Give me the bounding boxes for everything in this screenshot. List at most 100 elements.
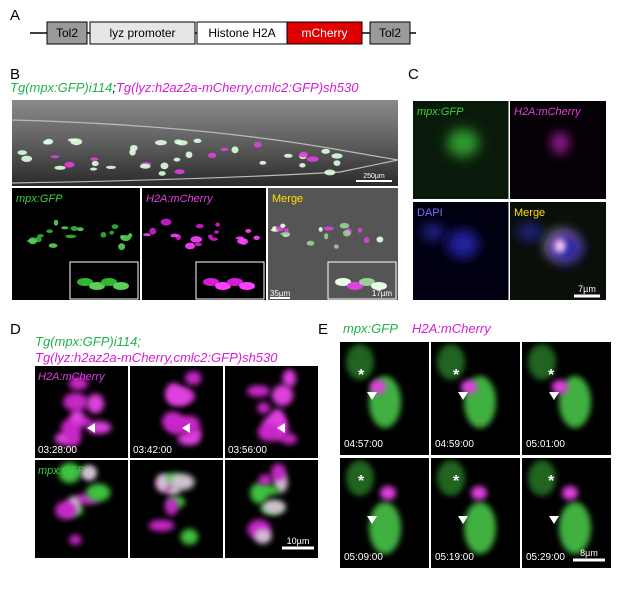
cell-signal [333, 160, 341, 166]
cell-signal [155, 474, 170, 492]
cell-signal [562, 486, 578, 500]
cell-signal [257, 402, 271, 414]
timestamp: 05:29:00 [526, 552, 565, 563]
channel-label: mpx:GFP [38, 465, 85, 477]
construct-label: Tol2 [56, 26, 78, 40]
cell-signal [106, 165, 116, 169]
cell-signal [283, 153, 293, 158]
cell-signal [258, 485, 280, 496]
cell-signal [339, 222, 350, 229]
e-heading: mpx:GFP [343, 321, 398, 336]
cell-signal [67, 138, 78, 142]
timestamp: 03:56:00 [228, 445, 267, 456]
cell-signal [42, 140, 51, 145]
cell-signal [324, 169, 336, 176]
cell-signal [227, 278, 243, 286]
cell-signal [54, 165, 66, 170]
cell-signal [554, 239, 566, 253]
cell-signal [169, 473, 195, 491]
cell-signal [215, 222, 220, 227]
panel-letter: A [10, 7, 20, 24]
cell-signal [50, 155, 60, 159]
cell-signal [321, 148, 330, 154]
arrowhead [367, 392, 377, 400]
micrograph [225, 366, 318, 458]
cell-signal [207, 152, 217, 158]
construct-box [46, 21, 88, 45]
cell-signal [363, 237, 370, 243]
channel-label: Merge [272, 193, 303, 205]
construct-box [286, 21, 363, 45]
cell-signal [65, 234, 77, 239]
cell-signal [471, 486, 487, 500]
cell-signal [324, 233, 329, 240]
cell-signal [254, 528, 272, 544]
channel-label: H2A:mCherry [514, 106, 582, 118]
micrograph-content [431, 458, 520, 568]
cell-signal [154, 140, 167, 146]
cell-signal [245, 228, 252, 233]
cell-signal [101, 278, 117, 286]
panel-letter: D [10, 321, 21, 338]
cell-signal [209, 237, 218, 241]
cell-signal [195, 223, 204, 229]
cell-signal [69, 534, 82, 546]
construct-box [89, 21, 196, 45]
cell-signal [76, 227, 84, 232]
scale-label: 10µm [287, 536, 310, 546]
channel-label: DAPI [417, 207, 443, 219]
timestamp: 04:57:00 [344, 439, 383, 450]
micrograph-content [225, 366, 318, 458]
cell-signal [215, 282, 231, 290]
arrowhead [367, 516, 377, 524]
cell-signal [437, 344, 465, 380]
cell-signal [552, 380, 568, 394]
cell-signal [335, 278, 351, 286]
channel-label: mpx:GFP [16, 193, 63, 205]
cell-signal [299, 151, 308, 158]
cell-signal [306, 240, 315, 246]
cell-signal [194, 242, 203, 247]
timestamp: 04:59:00 [435, 439, 474, 450]
cell-signal [91, 160, 99, 167]
scale-label: 35µm [270, 289, 291, 298]
cell-signal [271, 384, 294, 406]
tail-outline [12, 119, 398, 184]
cell-signal [231, 146, 239, 154]
cell-signal [149, 227, 157, 235]
cell-signal [280, 223, 286, 228]
cell-signal [109, 230, 115, 235]
cell-signal [318, 226, 323, 232]
cell-signal [239, 282, 255, 290]
cell-signal [342, 229, 351, 237]
micrograph-content [268, 188, 398, 300]
micrograph-content [413, 202, 509, 300]
cell-signal [461, 380, 477, 394]
cell-signal [369, 502, 401, 554]
cell-signal [272, 226, 278, 231]
cell-signal [552, 133, 568, 153]
timestamp: 05:01:00 [526, 439, 565, 450]
heading-part: ; [112, 80, 116, 95]
cell-signal [160, 218, 172, 226]
arrowhead [549, 516, 559, 524]
cell-signal [173, 157, 181, 162]
cell-signal [346, 460, 374, 496]
cell-signal [284, 228, 289, 233]
scale-label: 17µm [372, 289, 393, 298]
cell-signal [177, 432, 201, 446]
cell-signal [46, 229, 53, 233]
cell-signal [58, 462, 81, 484]
cell-signal [299, 163, 306, 168]
b-heading: Tg(mpx:GFP)i114;Tg(lyz:h2az2a-mCherry,cm… [10, 80, 359, 95]
cell-signal [281, 433, 298, 445]
cell-signal [185, 242, 196, 250]
cell-signal [334, 244, 339, 249]
cell-signal [65, 427, 82, 447]
cell-signal [185, 151, 193, 159]
cell-signal [559, 502, 591, 554]
cell-signal [518, 224, 542, 240]
micrograph-content [225, 460, 318, 558]
cell-signal [53, 219, 59, 226]
micrograph-content [522, 342, 611, 455]
